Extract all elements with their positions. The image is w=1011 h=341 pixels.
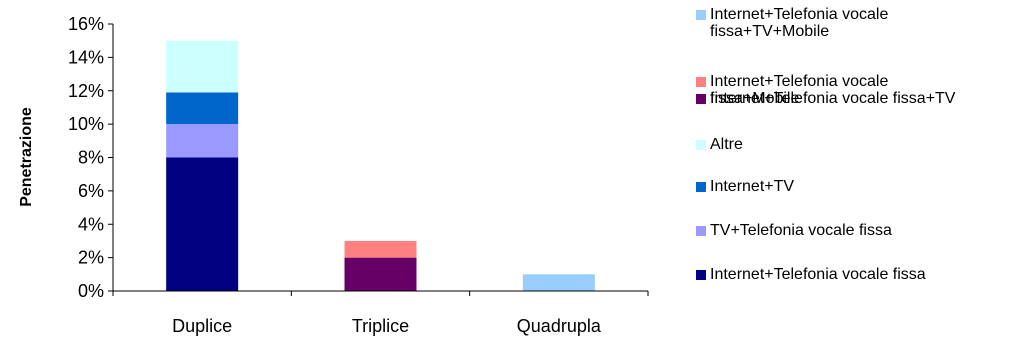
legend-swatch: [696, 140, 706, 150]
legend-label: Internet+Telefonia vocale fissa+Mobile: [710, 73, 889, 107]
x-tick-label: Triplice: [352, 316, 409, 336]
y-tick-label: 2%: [78, 248, 104, 268]
y-tick-group: 0% 2% 4% 6% 8% 10% 12% 14% 16%: [68, 14, 113, 301]
y-tick-label: 0%: [78, 281, 104, 301]
legend-label: Internet+Telefonia vocale fissa: [710, 266, 926, 283]
legend-swatch: [696, 10, 706, 20]
legend-item: Internet+TV: [696, 178, 1010, 195]
bar-segment: [522, 274, 595, 291]
y-tick-label: 6%: [78, 181, 104, 201]
bar-segment: [166, 157, 239, 291]
legend-item: TV+Telefonia vocale fissa: [696, 222, 1010, 239]
x-tick-label: Duplice: [172, 316, 232, 336]
legend-item: Internet+Telefonia vocale fissa+TV: [696, 90, 960, 107]
legend-item: Internet+Telefonia vocale fissa+Mobile: [696, 73, 960, 107]
x-tick-label: Quadrupla: [517, 316, 602, 336]
legend-swatch: [696, 226, 706, 236]
x-tick-group: Duplice Triplice Quadrupla: [112, 291, 649, 336]
y-tick-label: 4%: [78, 214, 104, 234]
bar-group: [166, 40, 595, 291]
legend-swatch: [696, 77, 706, 87]
y-tick-label: 10%: [68, 114, 104, 134]
legend-label: TV+Telefonia vocale fissa: [710, 222, 892, 239]
y-tick-label: 12%: [68, 81, 104, 101]
bar-segment: [166, 40, 239, 93]
legend-swatch: [696, 94, 706, 104]
legend-label: Altre: [710, 136, 743, 153]
chart: 0% 2% 4% 6% 8% 10% 12% 14% 16% Duplice Triplice Qu…: [18, 14, 649, 336]
bar-segment: [344, 257, 417, 291]
bar-segment: [166, 92, 239, 125]
legend-item: Internet+Telefonia vocale fissa+TV+Mobil…: [696, 6, 960, 40]
legend-label: Internet+TV: [710, 178, 795, 195]
legend-item: Altre: [696, 136, 1010, 153]
y-tick-label: 8%: [78, 148, 104, 168]
legend-label: Internet+Telefonia vocale fissa+TV: [710, 90, 956, 107]
y-tick-label: 16%: [68, 14, 104, 34]
y-axis-label: Penetrazione: [18, 107, 35, 207]
bar-segment: [166, 124, 239, 158]
legend-item: Internet+Telefonia vocale fissa: [696, 266, 1010, 283]
legend: Internet+Telefonia vocale fissa+TV+Mobil…: [696, 0, 1011, 341]
legend-swatch: [696, 270, 706, 280]
legend-label: Internet+Telefonia vocale fissa+TV+Mobil…: [710, 6, 889, 40]
legend-swatch: [696, 182, 706, 192]
y-tick-label: 14%: [68, 47, 104, 67]
bar-segment: [344, 240, 417, 258]
